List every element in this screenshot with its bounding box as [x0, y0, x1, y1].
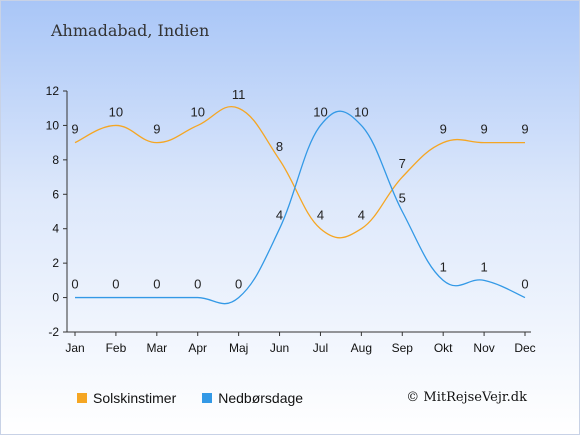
data-label-rain: 0 [153, 277, 160, 292]
legend-swatch-sunshine [77, 393, 87, 403]
data-label-sunshine: 7 [399, 156, 406, 171]
data-label-rain: 1 [440, 259, 447, 274]
data-label-rain: 10 [313, 104, 327, 119]
data-label-sunshine: 4 [358, 208, 365, 223]
legend-item-rain: Nedbørsdage [202, 390, 303, 406]
x-tick-label: Jun [270, 341, 289, 355]
data-label-sunshine: 9 [440, 122, 447, 137]
y-tick-label: 4 [52, 222, 59, 236]
data-label-rain: 0 [71, 277, 78, 292]
data-label-sunshine: 8 [276, 139, 283, 154]
data-label-rain: 0 [235, 277, 242, 292]
x-tick-label: Apr [188, 341, 207, 355]
data-label-sunshine: 9 [521, 122, 528, 137]
data-label-sunshine: 9 [71, 122, 78, 137]
data-label-rain: 10 [354, 104, 368, 119]
data-label-sunshine: 9 [480, 122, 487, 137]
data-label-rain: 0 [194, 277, 201, 292]
data-label-rain: 4 [276, 208, 283, 223]
y-tick-label: 10 [46, 118, 60, 132]
x-tick-label: Feb [106, 341, 127, 355]
x-tick-label: Jan [65, 341, 84, 355]
data-label-rain: 5 [399, 191, 406, 206]
legend: Solskinstimer Nedbørsdage [77, 390, 303, 406]
legend-label-rain: Nedbørsdage [218, 390, 304, 406]
legend-swatch-rain [202, 393, 213, 403]
x-tick-label: Maj [229, 341, 248, 355]
x-tick-label: Aug [351, 341, 372, 355]
data-label-rain: 1 [480, 259, 487, 274]
data-label-sunshine: 10 [109, 104, 123, 119]
y-tick-label: 2 [52, 256, 59, 270]
data-label-sunshine: 10 [190, 104, 204, 119]
x-tick-label: Okt [434, 341, 453, 355]
data-label-rain: 0 [112, 277, 119, 292]
x-tick-label: Sep [392, 341, 414, 355]
y-tick-label: 12 [46, 84, 60, 98]
x-tick-label: Jul [313, 341, 328, 355]
legend-label-sunshine: Solskinstimer [93, 390, 177, 406]
y-tick-label: 8 [52, 153, 59, 167]
data-label-sunshine: 11 [232, 87, 246, 102]
x-tick-label: Dec [514, 341, 535, 355]
x-tick-label: Mar [146, 341, 167, 355]
series-line-rain [75, 110, 526, 305]
data-label-sunshine: 4 [317, 208, 324, 223]
data-label-sunshine: 9 [153, 122, 160, 137]
y-tick-label: -2 [48, 325, 59, 339]
location-title: Ahmadabad, Indien [51, 21, 210, 40]
copyright-text: © MitRejseVejr.dk [406, 390, 527, 405]
y-tick-label: 0 [52, 291, 59, 305]
y-tick-label: 6 [52, 187, 59, 201]
x-tick-label: Nov [473, 341, 494, 355]
legend-item-sunshine: Solskinstimer [77, 390, 176, 406]
series-line-sunshine [74, 106, 525, 239]
data-label-rain: 0 [521, 277, 528, 292]
